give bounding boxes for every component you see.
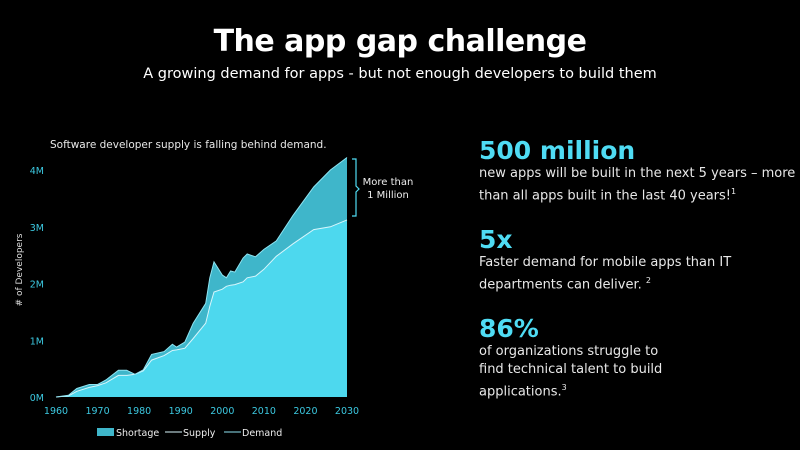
stat-description: Faster demand for mobile apps than IT de… bbox=[479, 254, 800, 294]
chart-title: Software developer supply is falling beh… bbox=[50, 139, 327, 151]
stat-text: new apps will be built in the next 5 yea… bbox=[479, 166, 796, 204]
legend-demand: Demand bbox=[242, 428, 282, 439]
slide-title: The app gap challenge bbox=[213, 24, 587, 59]
supply-line bbox=[55, 219, 348, 398]
footnote: 3 bbox=[561, 383, 567, 392]
stat-value: 5x bbox=[479, 225, 513, 254]
x-tick-label: 1960 bbox=[44, 406, 68, 417]
stat-description: new apps will be built in the next 5 yea… bbox=[479, 165, 800, 205]
legend-shortage: Shortage bbox=[116, 428, 159, 439]
y-tick-label: 3M bbox=[30, 223, 44, 234]
legend-supply: Supply bbox=[183, 428, 216, 439]
y-tick-label: 2M bbox=[30, 280, 44, 291]
stat-text: Faster demand for mobile apps than IT de… bbox=[479, 255, 732, 293]
stat-text: of organizations struggle to find techni… bbox=[479, 344, 663, 400]
x-tick-label: 1970 bbox=[85, 406, 109, 417]
stat-mobile: 5x Faster demand for mobile apps than IT… bbox=[479, 226, 800, 294]
footnote: 1 bbox=[731, 187, 737, 196]
developer-chart: 0M 1M 2M 3M 4M 1960 1970 1980 1990 2000 2010 2020 2… bbox=[15, 157, 414, 439]
annotation-text: More than 1 Million bbox=[363, 177, 414, 201]
y-tick-label: 1M bbox=[30, 336, 44, 347]
slide-subtitle: A growing demand for apps - but not enou… bbox=[143, 66, 657, 82]
y-tick-label: 0M bbox=[30, 393, 44, 404]
stat-value: 500 million bbox=[479, 136, 636, 165]
footnote: 2 bbox=[645, 276, 651, 285]
supply-area bbox=[56, 219, 347, 397]
stat-description: of organizations struggle to find techni… bbox=[479, 343, 679, 401]
demand-line bbox=[55, 157, 348, 398]
legend-swatch-shortage bbox=[97, 428, 114, 436]
x-tick-label: 2010 bbox=[252, 406, 276, 417]
y-axis-label: # of Developers bbox=[15, 233, 25, 306]
legend: Shortage Supply Demand bbox=[97, 428, 282, 439]
stat-apps: 500 million new apps will be built in th… bbox=[479, 137, 800, 205]
y-tick-label: 4M bbox=[30, 166, 44, 177]
x-tick-label: 1990 bbox=[169, 406, 193, 417]
x-tick-label: 2020 bbox=[293, 406, 317, 417]
x-tick-label: 1980 bbox=[127, 406, 151, 417]
stat-value: 86% bbox=[479, 314, 539, 343]
x-tick-label: 2000 bbox=[210, 406, 234, 417]
stat-organizations: 86% of organizations struggle to find te… bbox=[479, 315, 679, 401]
annotation-bracket bbox=[352, 158, 360, 217]
x-tick-label: 2030 bbox=[335, 406, 359, 417]
